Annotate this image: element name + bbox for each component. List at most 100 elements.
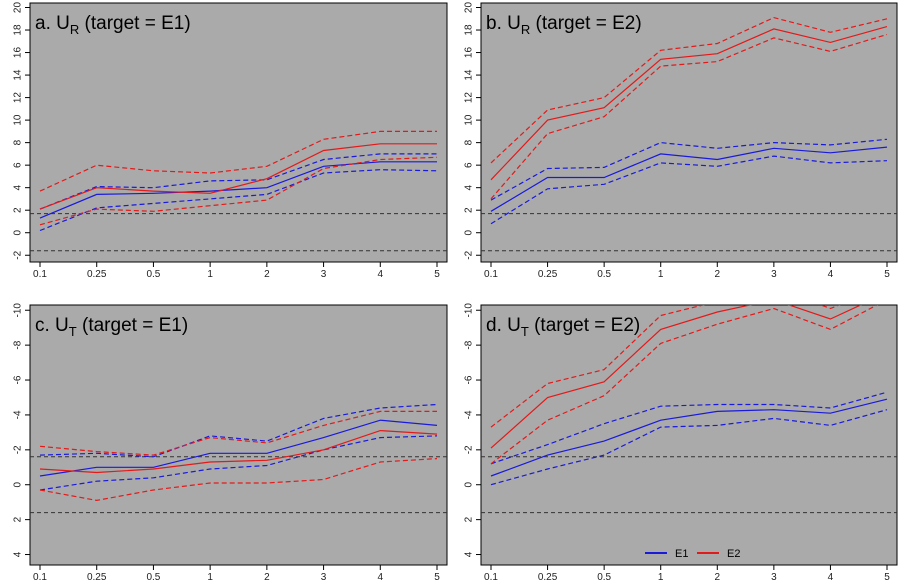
plot-area	[29, 2, 448, 263]
plot-area	[29, 304, 448, 566]
x-tick-label: 0.5	[597, 269, 611, 280]
series-E2-upper-bound	[490, 305, 841, 428]
plot-lines	[481, 16, 897, 252]
plot-lines	[30, 403, 447, 514]
series-E1-lower-bound	[39, 169, 438, 232]
x-tick-label: 2	[715, 572, 721, 583]
y-tick-label: -2	[13, 250, 24, 259]
panel-title-main: d. U	[486, 315, 521, 336]
x-tick-label: 2	[264, 269, 270, 280]
y-tick-label: 8	[464, 139, 475, 145]
y-tick-label: -2	[13, 445, 24, 454]
panel-title: c. UT (target = E1)	[35, 315, 188, 339]
y-tick-label: 18	[13, 24, 24, 36]
series-E1-line	[39, 161, 437, 219]
panel-title-main: a. U	[35, 13, 70, 34]
x-tick-label: 0.25	[87, 572, 107, 583]
y-tick-label: -2	[464, 445, 475, 454]
legend-label-E2: E2	[727, 548, 740, 560]
x-tick-label: 0.5	[146, 572, 160, 583]
series-E2-upper-bound	[39, 130, 437, 192]
series-E2-upper-bound	[39, 410, 437, 456]
y-tick-label: 4	[464, 184, 475, 190]
x-tick-label: 4	[828, 269, 834, 280]
y-tick-label: 10	[464, 114, 475, 126]
x-tick-label: 1	[658, 572, 664, 583]
x-tick-label: 1	[658, 269, 664, 280]
y-tick-label: 2	[464, 516, 475, 522]
x-tick-label: 0.1	[33, 572, 47, 583]
series-E2-line	[490, 26, 888, 181]
legend: E1 E2	[645, 548, 740, 560]
panel-title-tail: (target = E1)	[79, 13, 190, 34]
x-tick-label: 5	[434, 269, 440, 280]
x-tick-label: 4	[828, 572, 834, 583]
panel-title-subscript: R	[521, 22, 530, 37]
series-E1-line	[490, 398, 888, 477]
series-E2-upper-bound	[490, 16, 888, 164]
y-tick-label: 14	[13, 69, 24, 81]
y-tick-label: 10	[13, 114, 24, 126]
x-tick-label: 2	[264, 572, 270, 583]
y-tick-label: 6	[464, 162, 475, 168]
x-tick-label: 5	[884, 269, 890, 280]
y-tick-label: 2	[13, 516, 24, 522]
y-tick-label: 14	[464, 69, 475, 81]
series-E1-lower-bound	[490, 155, 888, 225]
y-tick-label: 20	[13, 2, 24, 14]
x-tick-label: 4	[378, 269, 384, 280]
series-E1-upper-bound	[39, 153, 437, 210]
y-tick-label: -4	[464, 410, 475, 419]
y-tick-label: 0	[13, 482, 24, 488]
x-tick-label: 4	[378, 572, 384, 583]
series-E2-line	[39, 143, 437, 210]
panel-title-tail: (target = E1)	[77, 315, 188, 336]
y-tick-label: -10	[13, 303, 24, 318]
y-tick-label: 0	[13, 230, 24, 236]
y-tick-label: 2	[13, 207, 24, 213]
panel-title: d. UT (target = E2)	[486, 315, 640, 339]
x-tick-label: 0.25	[538, 269, 558, 280]
y-tick-label: -8	[464, 340, 475, 349]
plot-lines	[30, 130, 447, 252]
x-tick-label: 0.1	[33, 269, 47, 280]
y-tick-label: 16	[464, 47, 475, 59]
x-tick-label: 0.25	[87, 269, 107, 280]
plot-lines	[481, 305, 897, 514]
panel-c: -10 -8 -6 -4 -2 0 2 4 0.1 0.25 0.5 1 2 3 4 5 c. UT (targ…	[13, 303, 448, 583]
y-tick-label: -6	[464, 375, 475, 384]
series-E2-lower-bound	[490, 305, 879, 465]
series-E2-line	[39, 429, 438, 474]
y-tick-label: 0	[464, 482, 475, 488]
panel-d: -10 -8 -6 -4 -2 0 2 4 0.1 0.25 0.5 1 2 3 4 5 d. UT (targ…	[464, 303, 898, 583]
panel-title: a. UR (target = E1)	[35, 13, 191, 37]
panel-title-subscript: R	[70, 22, 79, 37]
panel-title-tail: (target = E2)	[529, 315, 640, 336]
series-E2-lower-bound	[39, 156, 438, 226]
series-E1-lower-bound	[490, 409, 888, 486]
y-tick-label: 4	[13, 184, 24, 190]
legend-label-E1: E1	[675, 548, 688, 560]
x-tick-label: 5	[434, 572, 440, 583]
y-tick-label: -4	[13, 410, 24, 419]
series-E1-upper-bound	[490, 391, 888, 465]
x-tick-label: 5	[884, 572, 890, 583]
x-tick-label: 0.5	[146, 269, 160, 280]
y-tick-label: 16	[13, 47, 24, 59]
series-E1-lower-bound	[39, 435, 438, 491]
y-tick-label: -10	[464, 303, 475, 318]
x-tick-label: 3	[321, 269, 327, 280]
series-E1-line	[490, 146, 888, 212]
series-E1-upper-bound	[490, 138, 888, 201]
y-tick-label: 12	[464, 92, 475, 104]
x-tick-label: 0.1	[484, 269, 498, 280]
y-tick-label: 0	[464, 230, 475, 236]
x-tick-label: 1	[207, 269, 213, 280]
panel-title: b. UR (target = E2)	[486, 13, 642, 37]
panel-title-main: c. U	[35, 315, 69, 336]
y-tick-label: -2	[464, 250, 475, 259]
y-tick-label: 20	[464, 2, 475, 14]
